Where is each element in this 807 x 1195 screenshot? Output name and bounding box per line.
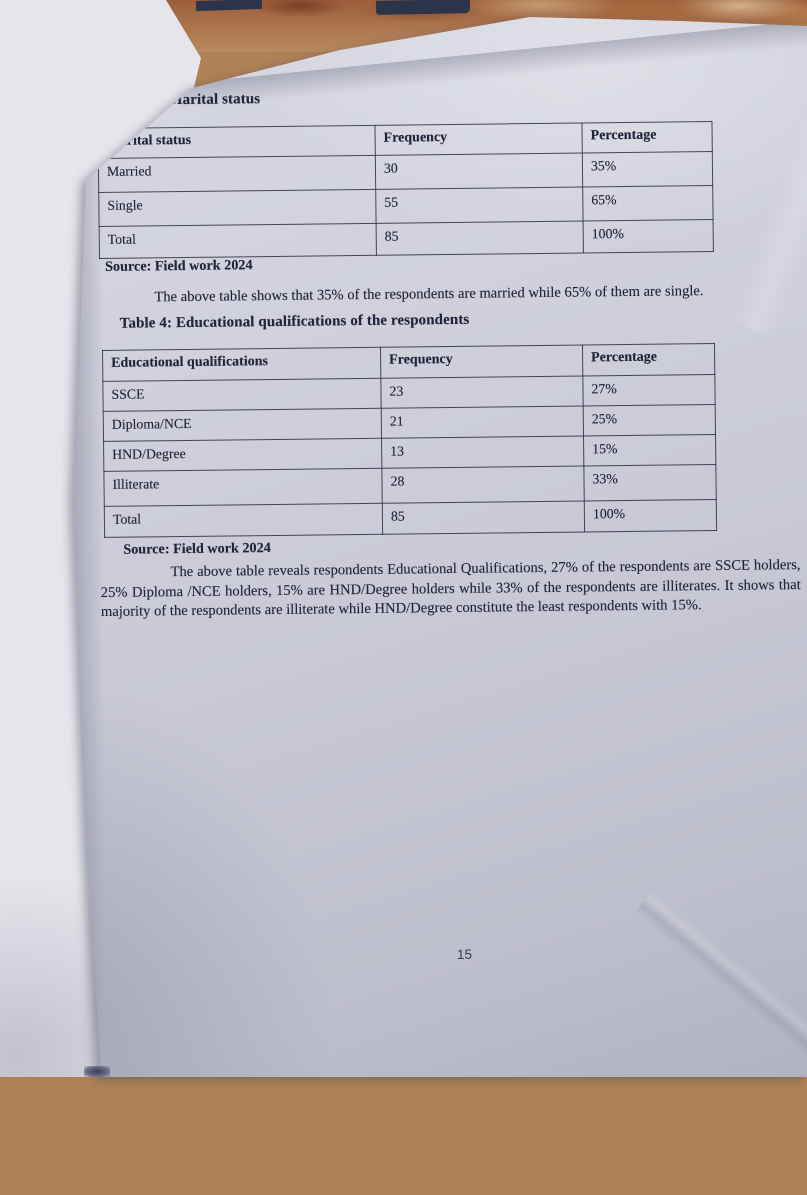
table-cell: Married [98, 155, 376, 193]
table-cell: 100% [584, 499, 717, 532]
table-cell: 100% [583, 219, 714, 253]
table-cell: 30 [375, 152, 583, 190]
table3: Marital status Frequency Percentage Marr… [97, 121, 714, 259]
table3-note: The above table shows that 35% of the re… [154, 283, 704, 306]
table-cell: 35% [582, 151, 713, 187]
page-number: 15 [456, 946, 473, 962]
table-cell: Total [99, 223, 377, 259]
table-cell: 65% [582, 185, 714, 221]
table4-title: Table 4: Educational qualifications of t… [119, 311, 470, 332]
page-shadow: Table 3: Marital status Marital status F… [74, 17, 807, 1077]
table3-source-note: Source: Field work 2024 [104, 257, 253, 275]
table-cell: 28 [381, 465, 585, 504]
table-cell: Total [104, 503, 383, 538]
photo-background: Table 3: Marital status Marital status F… [0, 0, 807, 1077]
table4-header-cell: Frequency [380, 344, 583, 379]
table-cell: 15% [583, 434, 716, 466]
table4-header-cell: Educational qualifications [102, 347, 381, 382]
table-cell: HND/Degree [103, 438, 382, 472]
table-cell: 13 [381, 435, 584, 469]
table-cell: 21 [381, 405, 584, 439]
table3-header-cell: Frequency [374, 122, 583, 156]
dark-spot [84, 1066, 110, 1077]
table4-note: The above table reveals respondents Educ… [100, 557, 801, 620]
table3-title: Table 3: Marital status [112, 91, 261, 109]
table-cell: Single [98, 189, 377, 227]
table-cell: 27% [582, 374, 716, 406]
table-cell: 55 [375, 186, 584, 224]
table4: Educational qualifications Frequency Per… [102, 343, 717, 538]
table3-header-cell: Percentage [581, 121, 713, 153]
document-page: Table 3: Marital status Marital status F… [74, 17, 807, 1077]
table3-row: Total 85 100% [99, 219, 714, 259]
table-cell: 85 [382, 500, 585, 535]
table-cell: Illiterate [103, 468, 383, 507]
table-cell: SSCE [102, 378, 382, 412]
table4-row: Total 85 100% [104, 499, 717, 538]
table-cell: 25% [583, 404, 716, 436]
table4-source-note: Source: Field work 2024 [123, 540, 271, 558]
table-cell: 23 [380, 375, 584, 409]
page-content: Table 3: Marital status Marital status F… [95, 77, 806, 1065]
table-cell: 85 [376, 220, 584, 256]
table-cell: Diploma/NCE [103, 408, 382, 442]
table3-header-cell: Marital status [97, 125, 376, 159]
table-cell: 33% [583, 464, 717, 501]
table4-header-cell: Percentage [582, 343, 715, 376]
